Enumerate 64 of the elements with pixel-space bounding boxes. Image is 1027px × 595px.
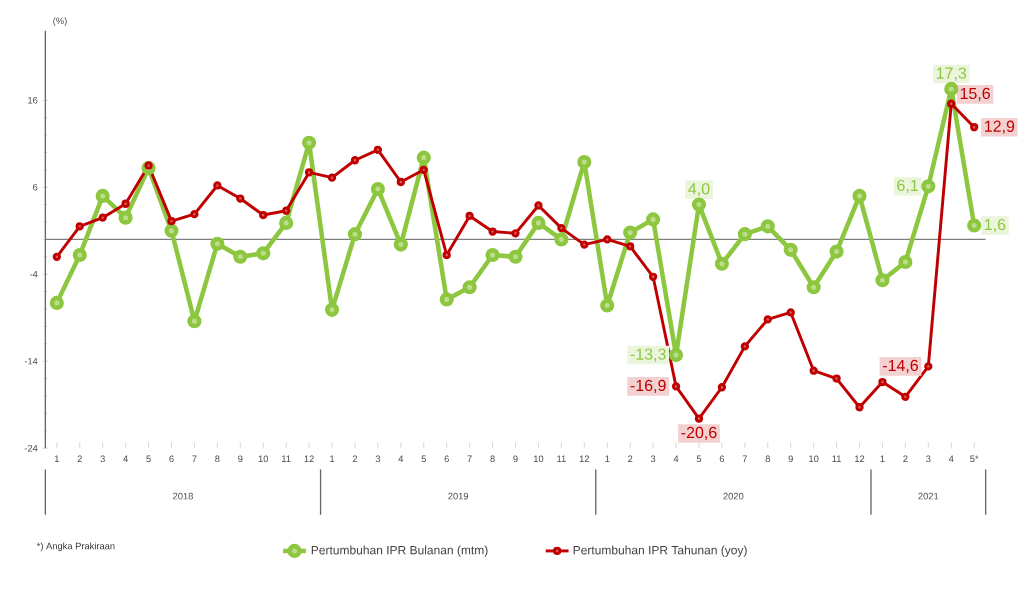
x-tick-label: 12: [855, 455, 865, 463]
legend-label: Pertumbuhan IPR Tahunan (yoy): [573, 545, 747, 557]
x-tick-label: 7: [742, 455, 747, 463]
x-tick-label: 6: [444, 455, 449, 463]
x-tick-label: 2: [352, 455, 358, 463]
x-tick-label: 4: [948, 455, 954, 463]
data-label: 1,6: [985, 218, 1006, 233]
data-label: 6,1: [897, 179, 918, 194]
data-label: 12,9: [985, 120, 1015, 134]
data-label: -20,6: [681, 426, 717, 441]
x-tick-label: 1: [54, 455, 59, 463]
x-tick-label: 7: [467, 455, 472, 463]
x-tick-label: 5: [146, 455, 151, 463]
x-tick-label: 9: [788, 455, 793, 463]
x-tick-label: 4: [123, 455, 128, 463]
y-tick-label: -4: [29, 271, 38, 278]
x-tick-label: 3: [100, 455, 105, 463]
text: 2020: [723, 492, 744, 500]
x-tick-label: 11: [282, 455, 291, 463]
data-label: 4,0: [688, 183, 710, 197]
x-tick-label: 3: [375, 455, 381, 463]
x-tick-label: 9: [513, 455, 518, 463]
data-label: -16,9: [630, 379, 666, 394]
text: *) Angka Prakiraan: [36, 542, 115, 552]
x-tick-label: 10: [809, 455, 819, 463]
x-tick-label: 1: [605, 455, 610, 463]
y-tick-label: -14: [24, 358, 38, 365]
y-tick-label: -24: [24, 444, 38, 452]
x-tick-label: 3: [650, 455, 656, 463]
x-tick-label: 11: [832, 455, 841, 463]
x-tick-label: 5: [696, 455, 702, 463]
data-label: -14,6: [882, 359, 919, 374]
x-tick-label: 9: [238, 455, 243, 463]
x-tick-label: 10: [533, 455, 544, 463]
x-tick-label: 11: [557, 455, 566, 463]
y-tick-label: 6: [33, 184, 38, 191]
x-tick-label: 4: [398, 455, 404, 463]
x-tick-label: 4: [673, 455, 679, 463]
x-tick-label: 8: [765, 455, 770, 463]
x-tick-label: 12: [579, 455, 590, 463]
x-tick-label: 6: [719, 455, 725, 463]
x-tick-label: 10: [258, 455, 269, 463]
x-tick-label: 2: [77, 455, 82, 463]
legend-label: Pertumbuhan IPR Bulanan (mtm): [311, 545, 488, 557]
x-tick-label: 2: [903, 455, 908, 463]
x-tick-label: 7: [192, 455, 197, 463]
x-tick-label: 6: [169, 455, 174, 463]
text: 2019: [448, 492, 469, 500]
data-label: 15,6: [960, 87, 990, 102]
data-label: -13,3: [630, 348, 666, 362]
y-tick-label: 16: [28, 97, 38, 104]
x-tick-label: 8: [490, 455, 495, 463]
x-tick-label: 3: [926, 455, 931, 463]
text: 2021: [918, 492, 939, 500]
y-axis-title: (%): [53, 17, 67, 27]
x-tick-label: 12: [304, 455, 314, 463]
text: 2018: [173, 492, 193, 500]
x-tick-label: 1: [880, 455, 885, 463]
x-tick-label: 8: [215, 455, 220, 463]
x-tick-label: 2: [628, 455, 633, 463]
data-label: 17,3: [936, 67, 967, 81]
x-tick-label: 5: [421, 455, 426, 463]
x-tick-label: 5*: [970, 455, 979, 463]
x-tick-label: 1: [330, 455, 335, 463]
